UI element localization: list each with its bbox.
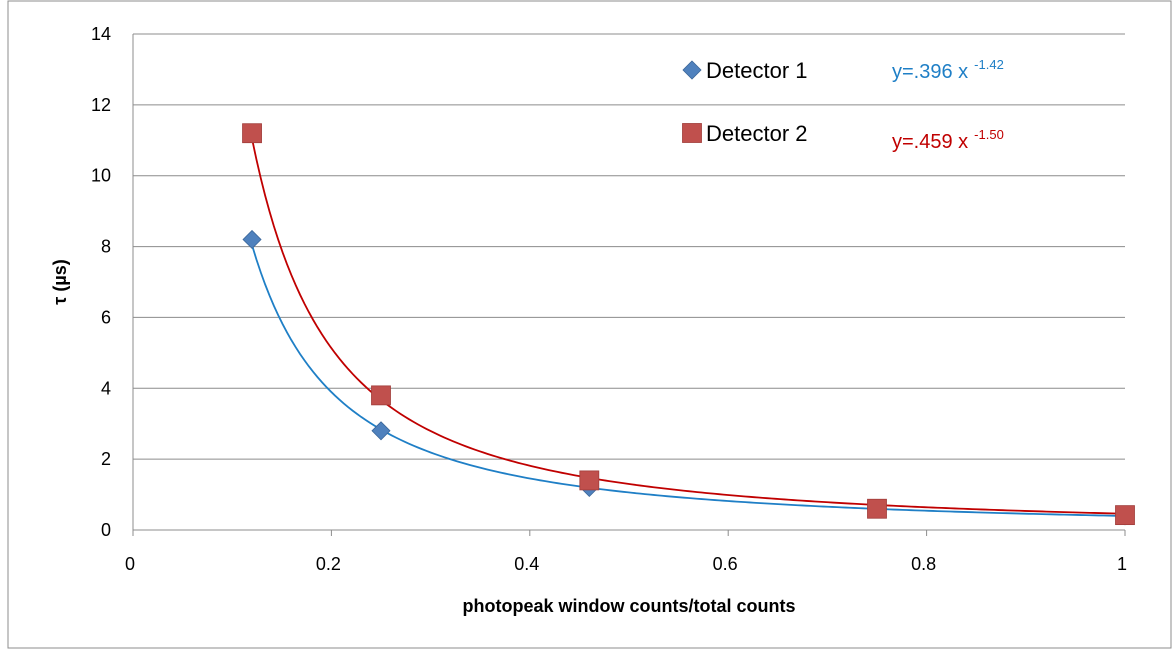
equation-exponent: -1.50: [974, 127, 1004, 142]
chart-frame: [7, 0, 1172, 649]
legend-label: Detector 2: [706, 121, 808, 146]
y-axis-title: τ (µs): [50, 259, 70, 304]
marker-square: [1115, 505, 1135, 526]
y-tick-label: 12: [91, 95, 111, 115]
x-tick-label: 0.4: [514, 554, 539, 574]
x-axis-title: photopeak window counts/total counts: [463, 596, 796, 616]
equation-base: y=.396 x: [892, 61, 968, 83]
marker-diamond: [242, 229, 262, 250]
y-tick-label: 14: [91, 24, 111, 44]
equation-exponent: -1.42: [974, 57, 1004, 72]
y-tick-label: 10: [91, 166, 111, 186]
y-tick-label: 6: [101, 307, 111, 327]
x-tick-label: 0: [125, 554, 135, 574]
x-tick-label: 0.2: [316, 554, 341, 574]
marker-square: [242, 123, 262, 144]
y-tick-label: 8: [101, 237, 111, 257]
x-tick-label: 0.6: [713, 554, 738, 574]
marker-square: [579, 470, 600, 491]
marker-square: [867, 498, 887, 519]
legend-label: Detector 1: [706, 58, 808, 83]
x-tick-label: 0.8: [911, 554, 936, 574]
marker-diamond: [371, 421, 391, 441]
y-tick-label: 2: [101, 449, 111, 469]
trendline-equation: y=.459 x -1.50: [892, 127, 1004, 153]
y-tick-label: 4: [101, 378, 111, 398]
y-tick-label: 0: [101, 520, 111, 540]
trendline: [251, 244, 1126, 517]
equation-base: y=.459 x: [892, 131, 968, 153]
marker-square: [682, 123, 702, 143]
trendline: [251, 138, 1126, 515]
x-tick-label: 1: [1117, 554, 1127, 574]
marker-diamond: [682, 60, 702, 80]
trendline-equation: y=.396 x -1.42: [892, 57, 1004, 83]
marker-square: [371, 385, 391, 406]
